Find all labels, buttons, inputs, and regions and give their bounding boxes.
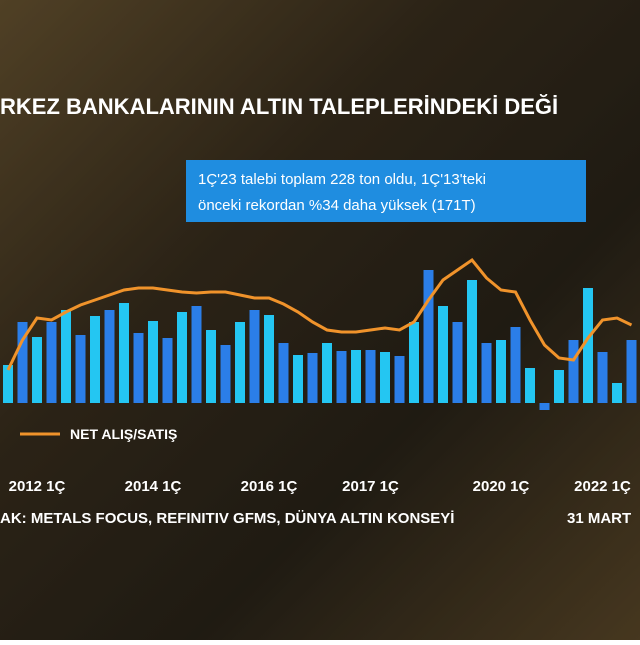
bar	[423, 270, 434, 403]
bar	[104, 310, 115, 403]
x-tick-label: 2020 1Ç	[473, 478, 530, 495]
date: 31 MART	[567, 510, 631, 527]
x-tick-label: 2016 1Ç	[241, 478, 298, 495]
bar	[539, 403, 550, 410]
bar	[206, 330, 216, 403]
bar	[17, 322, 28, 403]
bar	[554, 370, 564, 403]
bar	[583, 288, 593, 403]
bar	[220, 345, 231, 403]
bar	[90, 316, 100, 403]
bar	[148, 321, 158, 403]
plot: 2012 1Ç 2014 1Ç 2016 1Ç 2017 1Ç 2020 1Ç 2022 …	[3, 257, 637, 495]
bar	[32, 337, 42, 403]
bar	[322, 343, 332, 403]
bar	[177, 312, 187, 403]
bar	[293, 355, 303, 403]
bar	[365, 350, 376, 403]
x-tick-label: 2014 1Ç	[125, 478, 182, 495]
bar	[75, 335, 86, 403]
bar	[452, 322, 463, 403]
line	[6, 257, 633, 371]
bar	[3, 365, 13, 403]
bar	[264, 315, 274, 403]
legend-label: NET ALIŞ/SATIŞ	[70, 426, 177, 442]
bar	[394, 356, 405, 403]
bar	[61, 310, 71, 403]
bar	[351, 350, 361, 403]
bar	[191, 306, 202, 403]
bar	[438, 306, 448, 403]
bar	[496, 340, 506, 403]
source: AK: METALS FOCUS, REFINITIV GFMS, DÜNYA …	[0, 510, 454, 527]
annotation-line: önceki rekordan %34 daha yüksek (171T)	[198, 197, 476, 214]
annotation-box	[186, 160, 586, 222]
bar	[409, 322, 419, 403]
bar	[626, 340, 637, 403]
x-tick-label: 2012 1Ç	[9, 478, 66, 495]
x-tick-label: 2017 1Ç	[342, 478, 399, 495]
bar	[278, 343, 289, 403]
bar	[510, 327, 521, 403]
bar	[568, 340, 579, 403]
annotation-line: 1Ç'23 talebi toplam 228 ton oldu, 1Ç'13'…	[198, 171, 486, 188]
bar	[46, 322, 57, 403]
bar	[597, 352, 608, 403]
bar	[162, 338, 173, 403]
x-tick-label: 2022 1Ç	[574, 478, 631, 495]
bar	[380, 352, 390, 403]
bar	[525, 368, 535, 403]
bar	[467, 280, 477, 403]
bar	[481, 343, 492, 403]
bar	[119, 303, 129, 403]
bar	[612, 383, 622, 403]
bar	[249, 310, 260, 403]
bar	[133, 333, 144, 403]
bar	[307, 353, 318, 403]
bar	[336, 351, 347, 403]
chart-title: RKEZ BANKALARININ ALTIN TALEPLERİNDEKİ D…	[0, 94, 558, 119]
bar	[235, 322, 245, 403]
